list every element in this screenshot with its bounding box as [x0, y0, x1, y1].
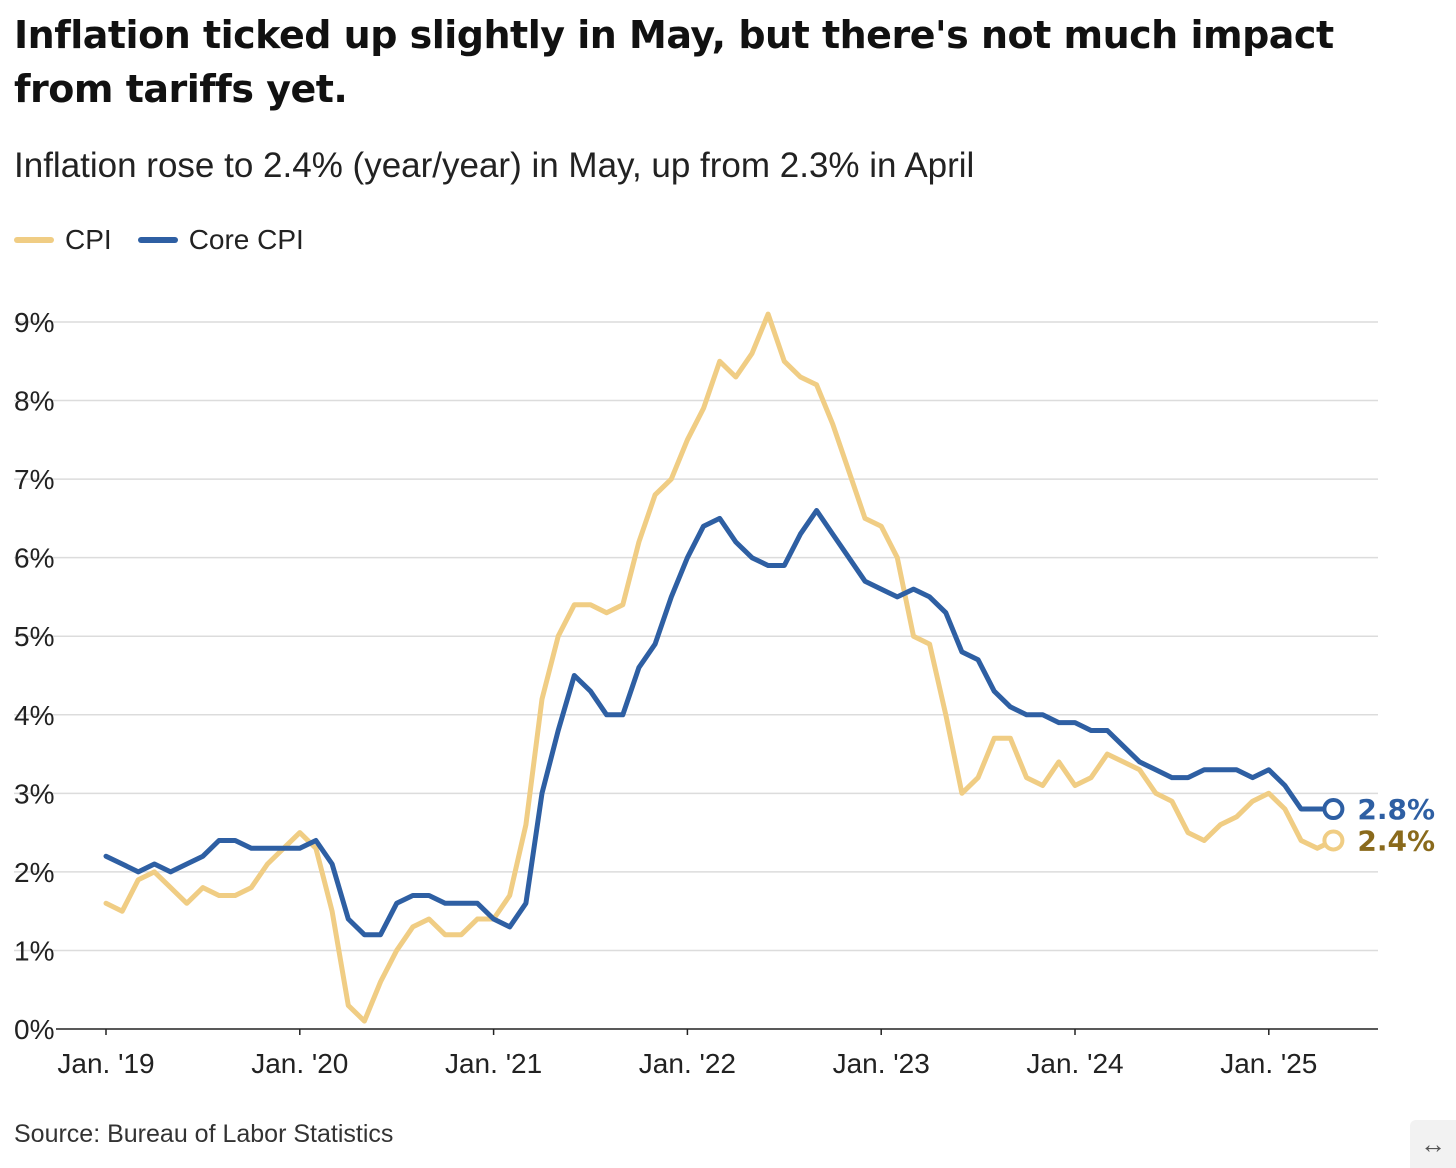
y-tick-label: 0%: [14, 1014, 54, 1045]
legend-swatch-core-cpi: [137, 237, 178, 243]
legend-label-core-cpi: Core CPI: [188, 224, 304, 255]
x-tick-label: Jan. '25: [1220, 1048, 1317, 1079]
y-tick-label: 6%: [14, 543, 54, 574]
y-tick-label: 5%: [14, 621, 54, 652]
y-tick-label: 8%: [14, 386, 54, 417]
chart-title: Inflation ticked up slightly in May, but…: [14, 13, 1334, 111]
y-axis-labels: 0% 1% 2% 3% 4% 5% 6% 7% 8% 9%: [14, 307, 54, 1045]
x-tick-label: Jan. '21: [445, 1048, 542, 1079]
series-lines: [103, 311, 1336, 1024]
x-tick-label: Jan. '19: [57, 1048, 154, 1079]
legend-item-core-cpi: Core CPI: [137, 224, 304, 256]
end-point-core-cpi: [1322, 798, 1345, 821]
expand-arrows-icon[interactable]: ↔: [1410, 1120, 1456, 1168]
y-tick-label: 2%: [14, 857, 54, 888]
x-axis: Jan. '19 Jan. '20 Jan. '21 Jan. '22 Jan. '23…: [57, 1029, 1317, 1079]
y-tick-label: 3%: [14, 778, 54, 809]
x-tick-label: Jan. '23: [833, 1048, 930, 1079]
x-tick-label: Jan. '20: [251, 1048, 348, 1079]
end-point-cpi: [1322, 829, 1345, 852]
end-label-core-cpi: 2.8%: [1357, 793, 1435, 826]
y-tick-label: 4%: [14, 700, 54, 731]
legend-label-cpi: CPI: [65, 224, 112, 255]
legend-swatch-cpi: [14, 237, 54, 243]
legend-item-cpi: CPI: [14, 224, 112, 256]
source-note: Source: Bureau of Labor Statistics: [14, 1120, 394, 1148]
legend: CPI Core CPI: [14, 224, 330, 256]
line-chart: 0%1%2%3%4%5%6%7%8%9% Jan. '19 Jan. '20 Jan…: [14, 307, 1435, 1079]
end-labels: 2.4%2.8%: [1322, 793, 1435, 857]
grid-lines: [14, 321, 1378, 952]
series-line-core-cpi: [103, 508, 1336, 938]
series-line-cpi: [103, 311, 1336, 1024]
y-tick-label: 9%: [14, 307, 54, 338]
x-tick-label: Jan. '24: [1026, 1048, 1123, 1079]
x-tick-label: Jan. '22: [639, 1048, 736, 1079]
chart-subtitle: Inflation rose to 2.4% (year/year) in Ma…: [14, 146, 975, 185]
y-tick-label: 7%: [14, 464, 54, 495]
end-label-cpi: 2.4%: [1357, 824, 1435, 857]
y-tick-label: 1%: [14, 935, 54, 966]
